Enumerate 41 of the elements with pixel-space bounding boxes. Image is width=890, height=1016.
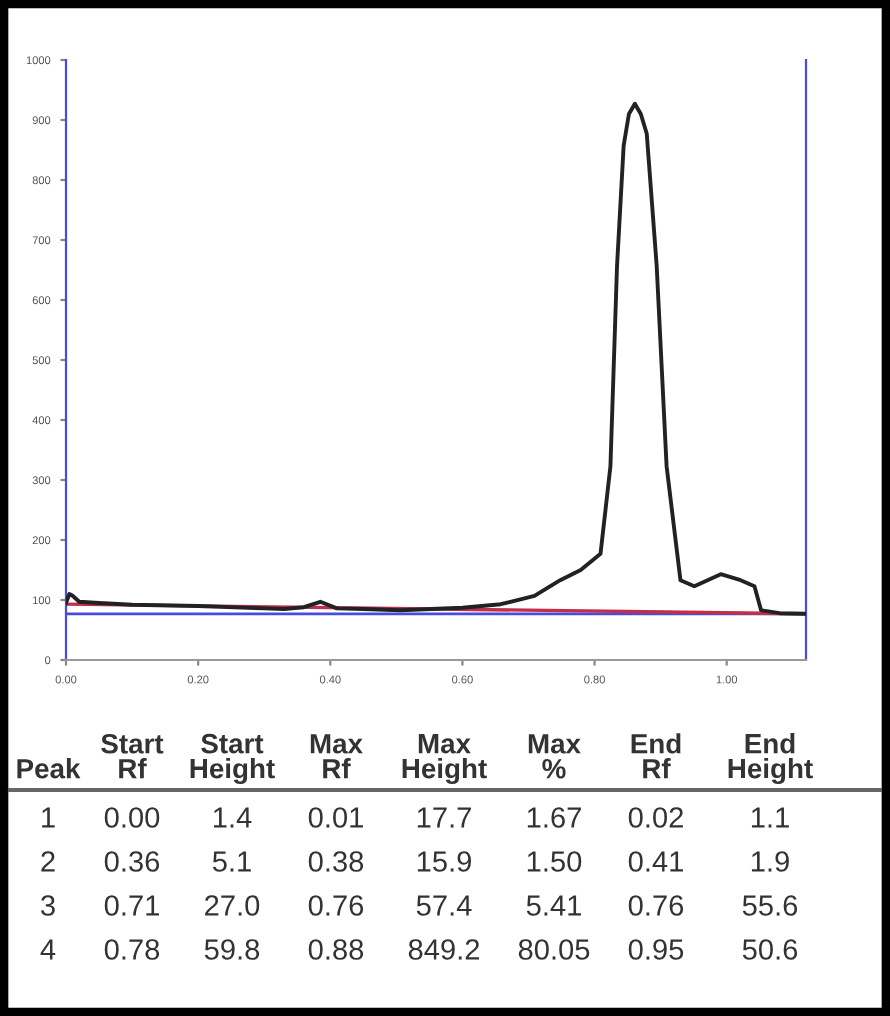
text: 0.41 bbox=[628, 851, 683, 872]
text: Max Height bbox=[402, 734, 487, 784]
text: 1 bbox=[42, 807, 55, 828]
text: Start Rf bbox=[101, 733, 164, 779]
text: 59.8 bbox=[204, 939, 260, 960]
text: 55.6 bbox=[742, 895, 798, 916]
text: Max Rf bbox=[310, 734, 363, 779]
line-series bbox=[66, 101, 806, 616]
text: Max % bbox=[528, 734, 581, 779]
text: 0.88 bbox=[308, 939, 364, 960]
text: 0.36 bbox=[104, 851, 160, 872]
text: 3 bbox=[41, 895, 55, 916]
text: 1.9 bbox=[751, 851, 789, 872]
text: 0.76 bbox=[308, 895, 364, 916]
text: 80.05 bbox=[518, 939, 590, 960]
text: 1.1 bbox=[751, 807, 789, 828]
text: 0.71 bbox=[104, 895, 159, 916]
text: 15.9 bbox=[417, 851, 471, 872]
text: 0.38 bbox=[308, 851, 364, 872]
text: 0.78 bbox=[104, 939, 160, 960]
text: End Height bbox=[728, 733, 813, 784]
text: 5.41 bbox=[526, 895, 581, 916]
text: 1.4 bbox=[213, 807, 252, 828]
text: 50.6 bbox=[742, 939, 798, 960]
text: 0.00 bbox=[104, 807, 160, 828]
text: End Rf bbox=[631, 733, 681, 779]
text: 17.7 bbox=[417, 807, 471, 828]
text: 0.02 bbox=[628, 807, 683, 828]
text: 4 bbox=[40, 939, 56, 960]
text: 27.0 bbox=[205, 895, 260, 916]
text: 57.4 bbox=[416, 895, 472, 916]
text: 0.76 bbox=[628, 895, 684, 916]
text: Peak bbox=[17, 758, 81, 779]
text: 0.95 bbox=[628, 939, 684, 960]
text: Start Height bbox=[190, 733, 275, 784]
text: 1.50 bbox=[527, 851, 582, 872]
text: 1.67 bbox=[527, 807, 581, 828]
text: 2 bbox=[41, 851, 55, 872]
text: 5.1 bbox=[212, 851, 251, 872]
text: 0.01 bbox=[308, 807, 363, 828]
text: 849.2 bbox=[408, 939, 480, 960]
